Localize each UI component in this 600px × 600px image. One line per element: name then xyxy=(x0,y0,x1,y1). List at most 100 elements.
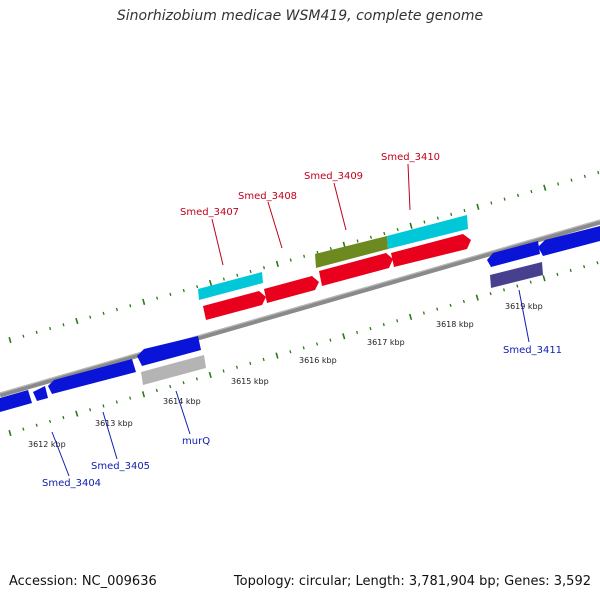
minor-tick xyxy=(235,365,239,369)
minor-tick xyxy=(102,404,105,408)
minor-tick xyxy=(556,272,559,276)
leader-line xyxy=(211,218,224,266)
major-tick xyxy=(409,222,413,229)
kbp-label: 3615 kbp xyxy=(231,377,269,386)
minor-tick xyxy=(356,239,359,243)
minor-tick xyxy=(115,400,118,404)
minor-tick xyxy=(489,292,492,296)
minor-tick xyxy=(502,288,506,292)
minor-tick xyxy=(129,396,132,400)
major-tick xyxy=(542,275,546,282)
minor-tick xyxy=(35,330,38,334)
minor-tick xyxy=(62,415,65,420)
kbp-label: 3612 kbp xyxy=(28,440,66,449)
gene-shape-smed-3410-cyan[interactable] xyxy=(387,215,468,249)
minor-tick xyxy=(529,280,532,284)
minor-tick xyxy=(516,284,519,288)
minor-tick xyxy=(89,315,92,319)
minor-tick xyxy=(369,235,373,239)
minor-tick xyxy=(302,346,305,350)
major-tick xyxy=(476,203,480,210)
gene-shape-murq-blue[interactable] xyxy=(137,336,201,366)
major-tick xyxy=(208,279,213,287)
minor-tick xyxy=(115,307,119,312)
minor-tick xyxy=(396,228,399,232)
gene-shape-smed-3404-blue[interactable] xyxy=(0,390,32,412)
major-tick xyxy=(342,333,346,340)
gene-shape-smed-3409-red[interactable] xyxy=(319,253,393,286)
minor-tick xyxy=(195,377,198,381)
leader-line xyxy=(267,201,283,249)
gene-label-smed-3405[interactable]: Smed_3405 xyxy=(91,461,150,472)
minor-tick xyxy=(22,334,25,338)
minor-tick xyxy=(596,261,599,265)
minor-tick xyxy=(49,326,52,331)
major-tick xyxy=(75,410,79,417)
gene-label-smed-3410[interactable]: Smed_3410 xyxy=(381,152,440,163)
gene-label-smed-3409[interactable]: Smed_3409 xyxy=(304,171,363,182)
gene-shape-smed-3405-blue[interactable] xyxy=(48,359,136,394)
minor-tick xyxy=(423,220,426,224)
reverse-gene-labels: Smed_3404 Smed_3405 murQ Smed_3411 xyxy=(42,289,562,489)
gene-label-smed-3411[interactable]: Smed_3411 xyxy=(503,345,562,356)
gene-shape-smed-3408-red[interactable] xyxy=(264,276,319,303)
leader-line xyxy=(333,182,347,231)
minor-tick xyxy=(222,277,225,281)
leader-line xyxy=(518,289,530,343)
gene-label-smed-3404[interactable]: Smed_3404 xyxy=(42,478,101,489)
minor-tick xyxy=(569,268,572,273)
minor-tick xyxy=(383,231,386,236)
forward-gene-labels: Smed_3407 Smed_3408 Smed_3409 Smed_3410 xyxy=(180,152,440,266)
gene-shape-smed-3405-blue-small[interactable] xyxy=(33,386,48,401)
accession-text: Accession: NC_009636 xyxy=(9,574,157,589)
kbp-scale: 3612 kbp 3613 kbp 3614 kbp 3615 kbp 3616… xyxy=(28,302,543,449)
kbp-label: 3614 kbp xyxy=(163,397,201,406)
minor-tick xyxy=(62,323,65,327)
minor-tick xyxy=(462,299,465,304)
major-tick xyxy=(275,260,279,268)
minor-tick xyxy=(396,319,399,323)
minor-tick xyxy=(262,357,265,362)
minor-tick xyxy=(303,254,306,258)
gene-label-smed-3407[interactable]: Smed_3407 xyxy=(180,207,239,218)
gene-label-murq[interactable]: murQ xyxy=(182,436,210,447)
minor-tick xyxy=(182,288,185,293)
minor-tick xyxy=(249,269,252,274)
genome-summary-text: Topology: circular; Length: 3,781,904 bp… xyxy=(233,574,591,589)
gene-shape-smed-3407-cyan[interactable] xyxy=(198,272,263,300)
minor-tick xyxy=(169,292,172,296)
major-tick xyxy=(8,336,12,344)
minor-tick xyxy=(329,338,332,342)
gene-label-smed-3408[interactable]: Smed_3408 xyxy=(238,191,297,202)
lower-tick-track xyxy=(8,261,599,437)
minor-tick xyxy=(89,408,92,412)
minor-tick xyxy=(222,369,225,373)
major-tick xyxy=(141,391,146,398)
minor-tick xyxy=(516,193,520,197)
minor-tick xyxy=(315,342,319,346)
gene-shape-murq-gray[interactable] xyxy=(141,355,206,385)
minor-tick xyxy=(35,423,38,427)
kbp-label: 3618 kbp xyxy=(436,320,474,329)
major-tick xyxy=(543,184,547,191)
minor-tick xyxy=(129,304,132,308)
gene-shape-smed-3407-red[interactable] xyxy=(203,291,266,320)
reverse-gene-track xyxy=(0,226,600,412)
minor-tick xyxy=(169,384,172,389)
minor-tick xyxy=(463,208,466,213)
minor-tick xyxy=(382,323,385,327)
gene-shape-smed-3411-slate[interactable] xyxy=(490,262,543,288)
gene-shape-smed-3409-olive[interactable] xyxy=(315,236,388,268)
forward-gene-track xyxy=(198,215,471,320)
minor-tick xyxy=(356,330,359,334)
minor-tick xyxy=(22,427,25,431)
gene-shape-smed-3410-red[interactable] xyxy=(391,234,471,267)
leader-line xyxy=(51,431,70,477)
leader-line xyxy=(175,390,191,435)
gene-shape-smed-3412-blue[interactable] xyxy=(538,226,600,256)
gene-shape-smed-3411-blue[interactable] xyxy=(487,241,540,267)
minor-tick xyxy=(503,197,506,201)
minor-tick xyxy=(236,273,239,277)
genome-backbone-highlight xyxy=(0,219,600,394)
